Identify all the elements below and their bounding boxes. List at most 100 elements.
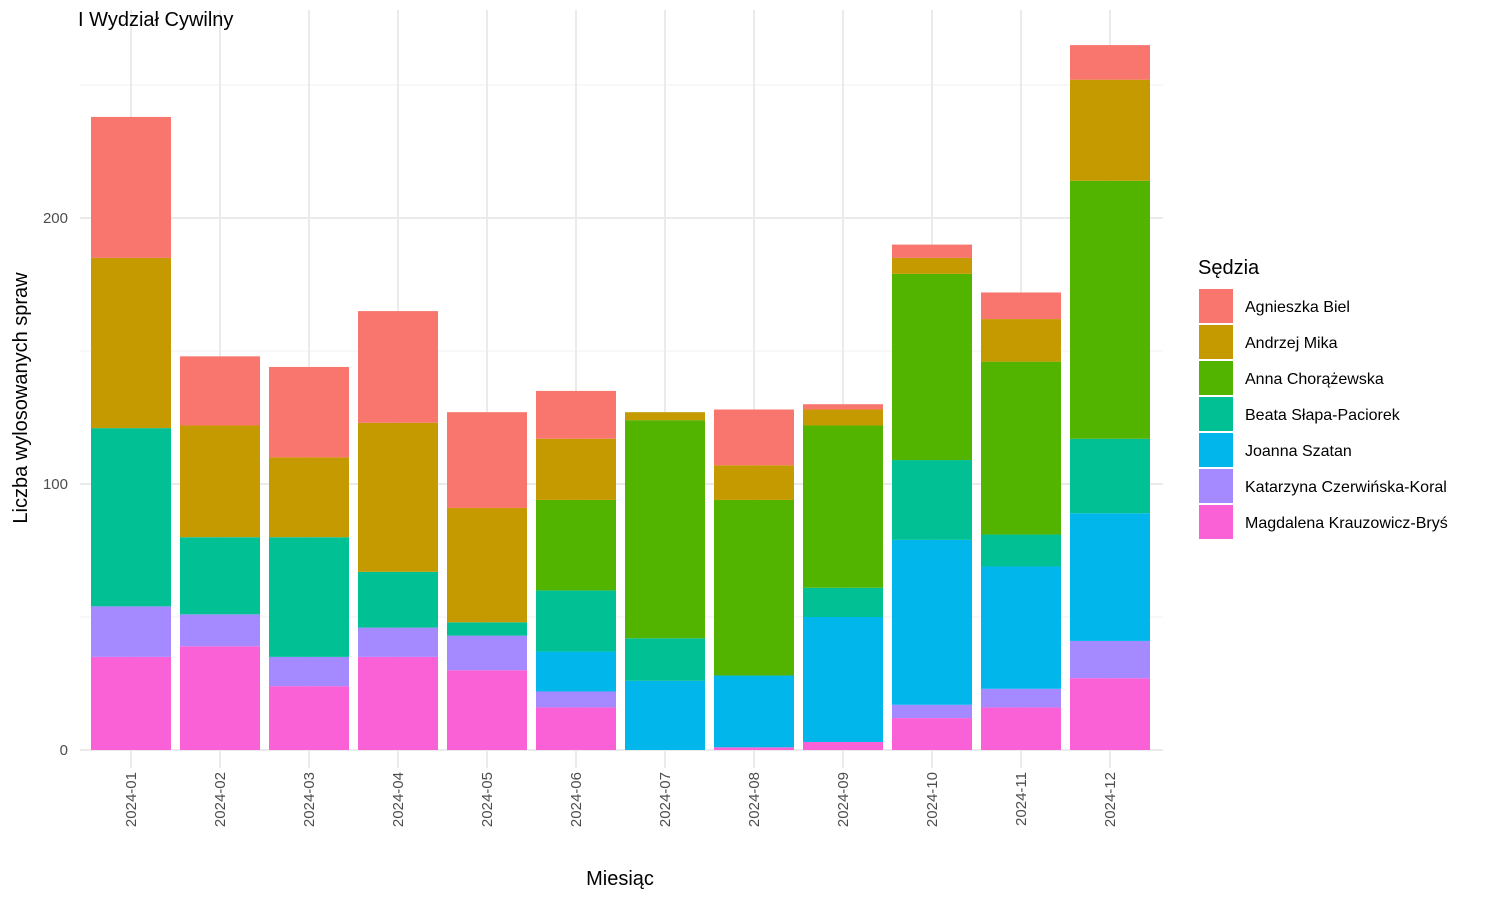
bar-segment [180, 537, 260, 615]
x-axis-title: Miesiąc [586, 868, 654, 890]
bar-segment [892, 539, 972, 705]
bar-segment [892, 718, 972, 750]
x-tick-label: 2024-07 [657, 772, 674, 827]
x-tick-label: 2024-10 [924, 772, 941, 827]
bar-segment [625, 638, 705, 681]
bar-segment [1070, 513, 1150, 641]
legend-label: Katarzyna Czerwińska-Koral [1245, 479, 1447, 496]
bar-segment [447, 670, 527, 750]
bar-segment [981, 292, 1061, 320]
bar-segment [981, 534, 1061, 567]
bar-segment [1070, 640, 1150, 679]
bar-segment [1070, 45, 1150, 80]
bar-segment [892, 244, 972, 258]
bars-layer [91, 45, 1150, 750]
bar-segment [981, 361, 1061, 535]
bar-segment [625, 420, 705, 639]
bar-segment [981, 707, 1061, 750]
legend: Sędzia Agnieszka Biel Andrzej Mika Anna Ch… [1198, 257, 1448, 539]
x-tick-label: 2024-06 [568, 772, 585, 827]
y-tick-label: 100 [43, 476, 68, 493]
legend-title: Sędzia [1198, 257, 1260, 279]
bar-segment [447, 412, 527, 508]
legend-swatch [1199, 469, 1233, 503]
bar-segment [358, 311, 438, 423]
bar-segment [447, 622, 527, 636]
x-tick-label: 2024-03 [301, 772, 318, 827]
x-tick-label: 2024-04 [390, 772, 407, 827]
y-tick-label: 0 [60, 742, 68, 759]
bar-segment [536, 691, 616, 708]
bar-segment [892, 460, 972, 540]
bar-segment [536, 438, 616, 500]
legend-swatch [1199, 397, 1233, 431]
bar-segment [892, 704, 972, 719]
bar-segment [1070, 438, 1150, 514]
bar-segment [803, 404, 883, 410]
legend-label: Andrzej Mika [1245, 335, 1338, 352]
bar-segment [180, 356, 260, 426]
bar-segment [803, 587, 883, 617]
bar-segment [803, 409, 883, 426]
y-tick-label: 200 [43, 210, 68, 227]
legend-swatch [1199, 361, 1233, 395]
legend-swatch [1199, 289, 1233, 323]
bar-segment [714, 409, 794, 466]
x-axis-ticks: 2024-01 2024-02 2024-03 2024-04 2024-05 2024-… [123, 772, 1119, 827]
bar-segment [180, 425, 260, 538]
legend-swatch [1199, 325, 1233, 359]
bar-segment [803, 742, 883, 750]
x-tick-label: 2024-01 [123, 772, 140, 827]
bar-segment [91, 428, 171, 607]
bar-segment [714, 499, 794, 676]
bar-segment [714, 465, 794, 500]
bar-segment [358, 422, 438, 572]
x-tick-label: 2024-09 [835, 772, 852, 827]
bar-segment [536, 499, 616, 591]
bar-segment [625, 412, 705, 421]
legend-swatch [1199, 433, 1233, 467]
legend-label: Agnieszka Biel [1245, 299, 1350, 316]
legend-label: Anna Chorążewska [1245, 371, 1384, 388]
bar-segment [1070, 678, 1150, 750]
bar-segment [981, 566, 1061, 689]
bar-segment [981, 688, 1061, 708]
legend-label: Joanna Szatan [1245, 443, 1352, 460]
x-tick-label: 2024-05 [479, 772, 496, 827]
x-tick-label: 2024-02 [212, 772, 229, 827]
bar-segment [714, 747, 794, 750]
bar-segment [625, 680, 705, 750]
bar-segment [91, 116, 171, 258]
bar-segment [447, 635, 527, 671]
bar-segment [536, 707, 616, 750]
bar-segment [892, 273, 972, 461]
bar-segment [358, 627, 438, 657]
bar-segment [91, 656, 171, 750]
bar-segment [536, 390, 616, 439]
y-axis-title: Liczba wylosowanych spraw [10, 272, 32, 524]
chart-title: I Wydział Cywilny [78, 9, 233, 31]
bar-segment [447, 507, 527, 623]
bar-segment [269, 686, 349, 750]
bar-segment [803, 617, 883, 743]
bar-segment [1070, 79, 1150, 181]
bar-segment [269, 457, 349, 538]
x-tick-label: 2024-08 [746, 772, 763, 827]
bar-segment [180, 646, 260, 750]
bar-segment [91, 257, 171, 429]
legend-swatch [1199, 505, 1233, 539]
bar-segment [803, 425, 883, 588]
bar-segment [91, 606, 171, 657]
legend-label: Beata Słapa-Paciorek [1245, 407, 1401, 424]
x-tick-label: 2024-12 [1102, 772, 1119, 827]
bar-segment [269, 656, 349, 687]
x-tick-label: 2024-11 [1013, 772, 1030, 826]
legend-label: Magdalena Krauzowicz-Bryś [1245, 515, 1448, 532]
bar-segment [1070, 180, 1150, 439]
bar-segment [892, 257, 972, 274]
bar-segment [180, 614, 260, 647]
bar-segment [536, 651, 616, 692]
y-axis-ticks: 0 100 200 [43, 210, 68, 759]
bar-segment [269, 537, 349, 657]
